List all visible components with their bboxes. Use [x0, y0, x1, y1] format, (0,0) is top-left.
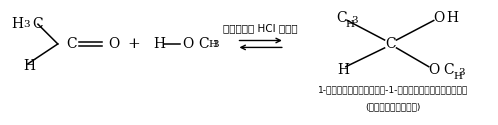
Text: H: H — [11, 17, 23, 31]
Text: O: O — [182, 37, 193, 51]
Text: 3: 3 — [23, 20, 30, 29]
Text: C: C — [336, 11, 347, 25]
Text: H: H — [454, 72, 463, 81]
Text: H: H — [154, 37, 166, 51]
Text: 1-हाइड्रॉक्सी-1-मेथॉक्सीएथेनल: 1-हाइड्रॉक्सी-1-मेथॉक्सीएथेनल — [318, 86, 468, 95]
Text: O: O — [428, 63, 439, 77]
Text: +: + — [127, 37, 140, 51]
Text: शुष्क HCl गैस: शुष्क HCl गैस — [223, 24, 298, 34]
Text: H: H — [338, 63, 350, 77]
Text: 3: 3 — [459, 68, 465, 77]
Text: C: C — [385, 37, 396, 51]
Text: C: C — [32, 17, 43, 31]
Text: H: H — [447, 11, 459, 25]
Text: C: C — [67, 37, 77, 51]
Text: 3: 3 — [351, 16, 358, 25]
Text: H: H — [208, 40, 217, 49]
Text: 3: 3 — [213, 40, 220, 49]
Text: O: O — [109, 37, 120, 51]
Text: C: C — [198, 37, 209, 51]
Text: H: H — [345, 20, 355, 30]
Text: (हेमीएसीटल): (हेमीएसीटल) — [366, 102, 421, 111]
Text: H: H — [23, 59, 35, 73]
Text: C: C — [444, 63, 454, 77]
Text: O: O — [434, 11, 445, 25]
